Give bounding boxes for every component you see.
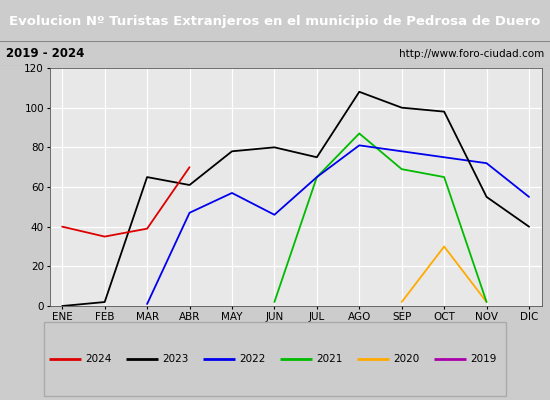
Text: Evolucion Nº Turistas Extranjeros en el municipio de Pedrosa de Duero: Evolucion Nº Turistas Extranjeros en el … [9,14,541,28]
Text: 2023: 2023 [163,354,189,364]
Text: 2021: 2021 [317,354,343,364]
Text: 2024: 2024 [86,354,112,364]
Text: 2019 - 2024: 2019 - 2024 [6,47,84,60]
Text: http://www.foro-ciudad.com: http://www.foro-ciudad.com [399,49,544,59]
Text: 2020: 2020 [394,354,420,364]
Text: 2022: 2022 [240,354,266,364]
Text: 2019: 2019 [471,354,497,364]
